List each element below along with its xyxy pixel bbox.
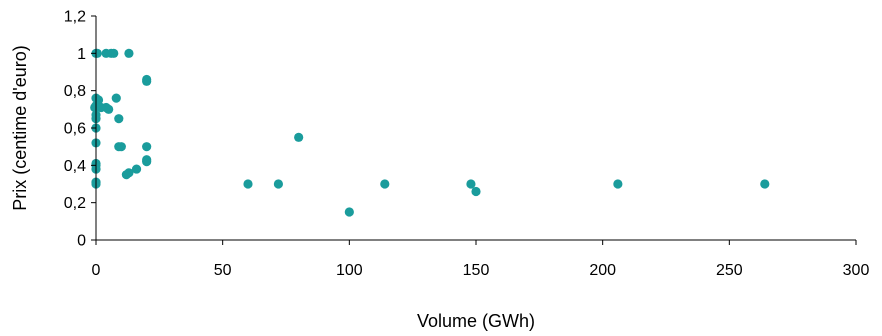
data-point	[380, 179, 390, 189]
y-tick-label: 1	[77, 46, 86, 63]
data-point	[243, 179, 253, 189]
data-point	[273, 179, 283, 189]
x-tick-label: 200	[589, 262, 616, 279]
data-point	[344, 207, 354, 217]
y-axis-title: Prix (centime d'euro)	[10, 45, 30, 211]
x-tick-label: 0	[92, 262, 101, 279]
y-tick-label: 0,8	[64, 83, 86, 100]
data-point	[142, 142, 152, 152]
y-tick-label: 0,4	[64, 158, 86, 175]
data-point	[92, 48, 102, 58]
data-point	[760, 179, 770, 189]
x-axis-title: Volume (GWh)	[417, 311, 535, 331]
x-tick-label: 250	[716, 262, 743, 279]
data-point	[116, 142, 126, 152]
x-tick-label: 50	[214, 262, 232, 279]
data-point	[142, 76, 152, 86]
axes: 0 0,2 0,4 0,6 0,8 1 1,2 0 50 100 150 200 250 300	[64, 9, 870, 280]
x-tick-label: 300	[843, 262, 870, 279]
data-point	[104, 104, 114, 114]
data-point	[294, 132, 304, 142]
data-point	[466, 179, 476, 189]
y-tick-label: 1,2	[64, 9, 86, 26]
data-point	[114, 114, 124, 124]
data-point	[142, 157, 152, 167]
data-point	[109, 48, 119, 58]
data-point	[121, 170, 131, 180]
data-point	[131, 164, 142, 174]
data-point	[124, 48, 134, 58]
y-tick-label: 0,6	[64, 121, 86, 138]
data-point	[111, 93, 121, 103]
data-point	[90, 102, 100, 113]
plot-area	[90, 48, 770, 217]
x-tick-label: 150	[463, 262, 490, 279]
data-point	[613, 179, 623, 189]
y-tick-label: 0	[77, 233, 86, 250]
x-tick-label: 100	[336, 262, 363, 279]
y-tick-label: 0,2	[64, 195, 86, 212]
data-point	[471, 186, 481, 197]
